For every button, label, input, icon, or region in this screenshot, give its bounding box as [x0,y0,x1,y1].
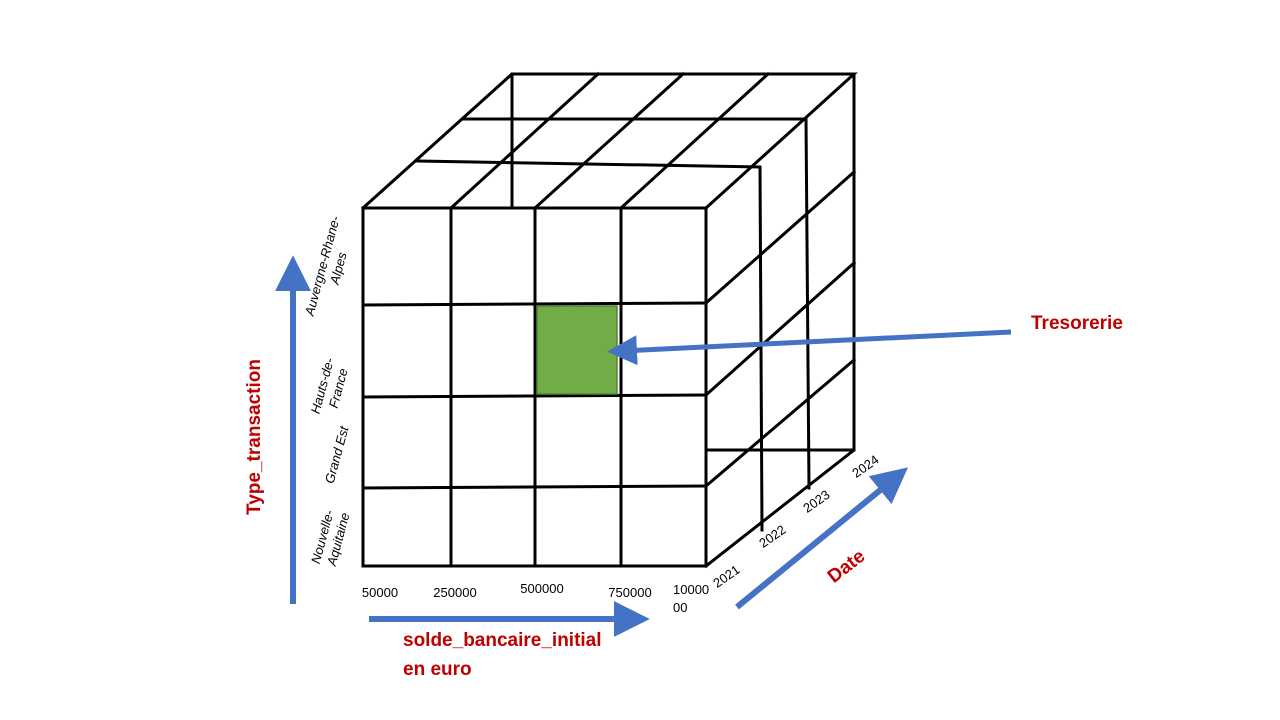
depth-tick-label: 2023 [800,487,832,516]
tresorerie-pointer-arrow [607,329,1012,366]
x-tick-label-last: 10000 00 [673,582,713,615]
right-diagonal-line [703,169,857,306]
x-tick-label-line: 00 [673,600,687,615]
x-tick-label: 50000 [362,585,398,600]
x-tick-label: 250000 [433,585,476,600]
row-label-nouvelle-aquitaine: Nouvelle- Aquitaine [308,505,353,570]
depth-tick-label: 2021 [710,562,742,591]
front-horizontal-line [361,301,708,307]
tresorerie-label: Tresorerie [1031,313,1123,334]
front-horizontal-line [361,484,708,490]
depth-axis-title: Date [824,546,869,588]
tresorerie-highlight-cell [536,305,618,395]
top-lateral-line [416,159,762,169]
right-diagonal-line [703,260,857,398]
right-vertical-line [758,165,764,532]
row-label-grand-est: Grand Est [322,423,352,485]
front-horizontal-line [361,393,708,399]
horizontal-axis-title-line2: en euro [403,659,472,680]
top-depth-line [448,71,601,211]
x-tick-label: 750000 [608,585,651,600]
top-depth-line [618,71,771,211]
depth-axis-arrow [735,467,909,610]
right-diagonal-line [703,357,857,489]
cube-right-outline [703,72,856,569]
row-label-auvergne: Auvergne-Rhane- Alpes [302,211,360,323]
top-depth-line [532,71,686,211]
vertical-axis-title: Type_transaction [244,359,265,515]
row-label-hauts-de-france: Hauts-de- France [308,353,354,420]
horizontal-axis-title-line1: solde_bancaire_initial [403,630,602,651]
cube-grid [360,71,858,569]
x-tick-label: 500000 [520,581,563,596]
x-tick-label-line: 10000 [673,582,709,597]
row-label-line: Grand Est [322,423,352,485]
depth-tick-label: 2024 [849,452,881,481]
